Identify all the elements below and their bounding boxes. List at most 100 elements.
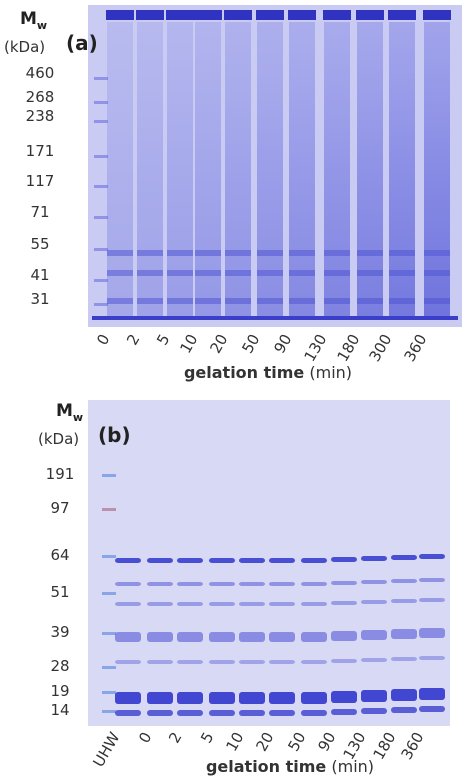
band bbox=[289, 270, 315, 276]
band bbox=[225, 250, 251, 256]
marker-label: 31 bbox=[30, 290, 49, 308]
lane-label: 20 bbox=[252, 729, 277, 755]
band bbox=[147, 582, 173, 586]
lane-smear bbox=[107, 22, 133, 316]
marker-label: 39 bbox=[50, 623, 69, 641]
lane-smear bbox=[324, 22, 350, 316]
band bbox=[239, 602, 265, 606]
marker-label: 97 bbox=[50, 499, 69, 517]
band bbox=[147, 710, 173, 716]
band bbox=[331, 557, 357, 562]
band bbox=[389, 270, 415, 276]
ladder-band bbox=[94, 279, 108, 282]
band bbox=[269, 660, 295, 664]
band bbox=[195, 270, 221, 276]
panel-label: (b) bbox=[98, 423, 131, 447]
marker-label: 71 bbox=[30, 203, 49, 221]
band bbox=[361, 580, 387, 584]
lane-well bbox=[323, 10, 351, 20]
ladder-band bbox=[102, 592, 116, 595]
band bbox=[239, 692, 265, 704]
marker-label: 238 bbox=[26, 107, 55, 125]
ladder-band bbox=[94, 248, 108, 251]
lane-label: 90 bbox=[270, 331, 295, 357]
band bbox=[177, 632, 203, 642]
band bbox=[391, 629, 417, 639]
lane-label: 360 bbox=[401, 331, 431, 365]
ladder-band bbox=[102, 691, 116, 694]
panel-b: Mw (kDa) (b) gelation time (min) 191 97 64… bbox=[38, 400, 450, 776]
lane-label: 20 bbox=[206, 331, 231, 357]
lane-label: 300 bbox=[366, 331, 396, 365]
band bbox=[147, 602, 173, 606]
band bbox=[269, 710, 295, 716]
lane-label: 50 bbox=[284, 729, 309, 755]
band bbox=[289, 250, 315, 256]
band bbox=[137, 250, 163, 256]
band bbox=[167, 298, 193, 304]
unit-label: (kDa) bbox=[4, 38, 45, 56]
lane-smear bbox=[357, 22, 383, 316]
band bbox=[177, 692, 203, 704]
marker-label: 55 bbox=[30, 235, 49, 253]
band bbox=[177, 558, 203, 563]
band bbox=[209, 660, 235, 664]
band bbox=[177, 660, 203, 664]
lane-label: 90 bbox=[314, 729, 339, 755]
band bbox=[269, 602, 295, 606]
gel bbox=[88, 400, 450, 726]
ladder-band bbox=[94, 77, 108, 80]
band bbox=[391, 657, 417, 661]
band bbox=[225, 298, 251, 304]
band bbox=[269, 558, 295, 563]
band bbox=[331, 581, 357, 585]
marker-label: 51 bbox=[50, 583, 69, 601]
band bbox=[361, 600, 387, 604]
ladder-band bbox=[102, 632, 116, 635]
band bbox=[419, 656, 445, 660]
lane-well bbox=[166, 10, 194, 20]
band bbox=[419, 598, 445, 602]
lane-well bbox=[356, 10, 384, 20]
lane-smear bbox=[424, 22, 450, 316]
lane-label: 0 bbox=[135, 729, 155, 746]
band bbox=[115, 632, 141, 642]
lane-well bbox=[388, 10, 416, 20]
lane-label: 360 bbox=[398, 729, 428, 763]
band bbox=[107, 270, 133, 276]
axis-title: gelation time (min) bbox=[206, 757, 374, 776]
axis-title: gelation time (min) bbox=[184, 363, 352, 382]
band bbox=[209, 632, 235, 642]
lane-well bbox=[224, 10, 252, 20]
band bbox=[301, 632, 327, 642]
band bbox=[269, 692, 295, 704]
band bbox=[289, 298, 315, 304]
band bbox=[357, 250, 383, 256]
lane-well bbox=[136, 10, 164, 20]
band bbox=[301, 582, 327, 586]
band bbox=[209, 710, 235, 716]
band bbox=[269, 582, 295, 586]
lane-well bbox=[256, 10, 284, 20]
band bbox=[115, 558, 141, 563]
band bbox=[391, 707, 417, 713]
ladder-band bbox=[94, 155, 108, 158]
band bbox=[389, 250, 415, 256]
band bbox=[239, 710, 265, 716]
marker-label: 19 bbox=[50, 682, 69, 700]
ladder-band bbox=[94, 101, 108, 104]
marker-label: 64 bbox=[50, 546, 69, 564]
marker-label: 191 bbox=[46, 465, 75, 483]
marker-label: 171 bbox=[26, 142, 55, 160]
band bbox=[357, 298, 383, 304]
marker-label: 268 bbox=[26, 88, 55, 106]
lane-label: 0 bbox=[93, 331, 113, 348]
lane-label: 10 bbox=[176, 331, 201, 357]
ladder-band bbox=[102, 710, 116, 713]
band bbox=[147, 660, 173, 664]
band bbox=[391, 689, 417, 701]
band bbox=[301, 602, 327, 606]
band bbox=[147, 632, 173, 642]
band bbox=[424, 250, 450, 256]
band bbox=[167, 270, 193, 276]
